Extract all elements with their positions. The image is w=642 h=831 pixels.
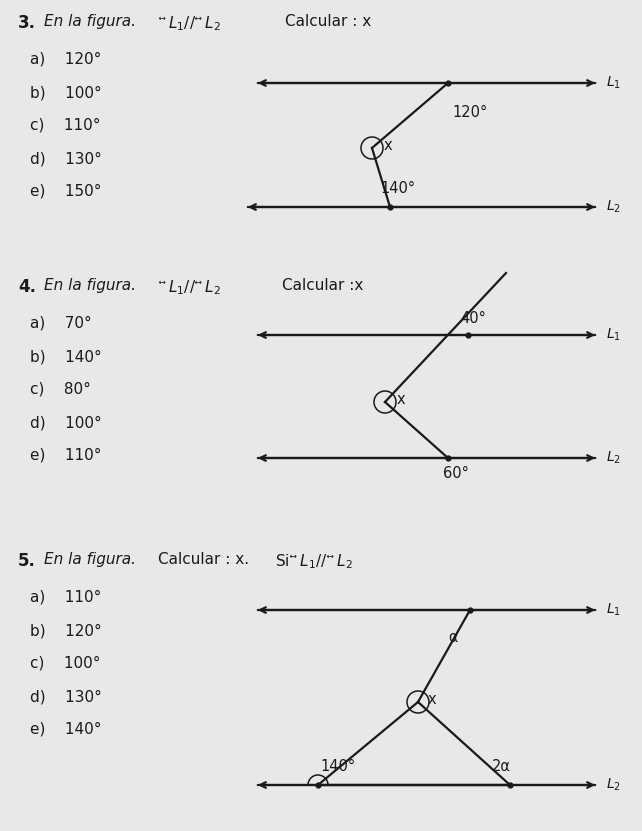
Text: En la figura.: En la figura. (44, 278, 136, 293)
Text: 40°: 40° (460, 311, 486, 326)
Text: c)    80°: c) 80° (30, 382, 91, 397)
Text: 60°: 60° (443, 466, 469, 481)
Text: b)    120°: b) 120° (30, 623, 101, 638)
Text: c)    100°: c) 100° (30, 656, 101, 671)
Text: 120°: 120° (452, 105, 487, 120)
Text: c)    110°: c) 110° (30, 118, 101, 133)
Text: 4.: 4. (18, 278, 36, 296)
Text: $L_1$: $L_1$ (606, 327, 621, 343)
Text: $L_2$: $L_2$ (606, 199, 621, 215)
Text: a)    70°: a) 70° (30, 316, 92, 331)
Text: x: x (397, 392, 406, 407)
Text: $L_1$: $L_1$ (606, 75, 621, 91)
Text: x: x (384, 139, 393, 154)
Text: d)    130°: d) 130° (30, 689, 102, 704)
Text: b)    100°: b) 100° (30, 85, 101, 100)
Text: 2α: 2α (492, 759, 511, 774)
Text: $\overleftrightarrow{L_1}$// $\overleftrightarrow{L_2}$: $\overleftrightarrow{L_1}$// $\overleftr… (158, 14, 221, 32)
Text: a)    110°: a) 110° (30, 590, 101, 605)
Text: En la figura.: En la figura. (44, 14, 136, 29)
Text: Calcular : x: Calcular : x (285, 14, 371, 29)
Text: x: x (428, 692, 437, 707)
Text: a)    120°: a) 120° (30, 52, 101, 67)
Text: 3.: 3. (18, 14, 36, 32)
Text: 140°: 140° (380, 181, 415, 196)
Text: $\overleftrightarrow{L_1}$// $\overleftrightarrow{L_2}$: $\overleftrightarrow{L_1}$// $\overleftr… (158, 278, 221, 297)
Text: 140°: 140° (320, 759, 355, 774)
Text: Calcular : x.: Calcular : x. (158, 552, 249, 567)
Text: 5.: 5. (18, 552, 36, 570)
Text: e)    110°: e) 110° (30, 448, 101, 463)
Text: $L_1$: $L_1$ (606, 602, 621, 618)
Text: En la figura.: En la figura. (44, 552, 136, 567)
Text: $L_2$: $L_2$ (606, 450, 621, 466)
Text: e)    140°: e) 140° (30, 722, 101, 737)
Text: α: α (448, 630, 458, 645)
Text: b)    140°: b) 140° (30, 349, 101, 364)
Text: d)    100°: d) 100° (30, 415, 101, 430)
Text: e)    150°: e) 150° (30, 184, 101, 199)
Text: d)    130°: d) 130° (30, 151, 102, 166)
Text: $L_2$: $L_2$ (606, 777, 621, 794)
Text: Si $\overleftrightarrow{L_1}$// $\overleftrightarrow{L_2}$: Si $\overleftrightarrow{L_1}$// $\overle… (275, 552, 352, 571)
Text: Calcular :x: Calcular :x (282, 278, 363, 293)
